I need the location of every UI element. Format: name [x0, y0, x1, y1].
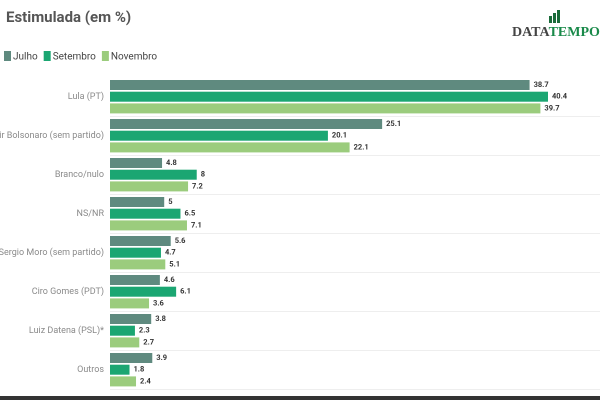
chart-title: Estimulada (em %): [6, 8, 131, 26]
bar: [110, 169, 197, 180]
value-label: 5: [168, 197, 172, 206]
bar: [110, 181, 189, 192]
logo-text: DATATEMPO: [512, 25, 600, 40]
value-label: 4.6: [164, 275, 175, 284]
logo-icon: [553, 13, 556, 23]
value-label: 2.7: [143, 337, 154, 346]
value-label: 5.1: [169, 259, 180, 268]
bar: [110, 325, 135, 336]
category-label: Ciro Gomes (PDT): [32, 286, 104, 297]
value-label: 3.9: [156, 353, 167, 362]
value-label: 7.2: [192, 181, 203, 190]
bottom-bar: [0, 396, 600, 400]
logo-icon: [557, 10, 560, 23]
value-label: 38.7: [534, 80, 549, 89]
bar: [110, 337, 140, 348]
bar: [110, 208, 181, 219]
value-label: 22.1: [354, 142, 369, 151]
value-label: 20.1: [332, 131, 347, 140]
logo-part: TEMPO: [549, 25, 600, 40]
category-label: NS/NR: [77, 209, 105, 219]
category-label: Luiz Datena (PSL)*: [29, 325, 104, 336]
value-label: 7.1: [191, 220, 202, 229]
value-label: 6.1: [180, 287, 191, 296]
category-label: Jair Bolsonaro (sem partido): [0, 130, 104, 141]
bar: [110, 197, 165, 207]
legend-swatch: [4, 51, 11, 61]
value-label: 5.6: [175, 236, 186, 245]
value-label: 6.5: [184, 209, 195, 218]
logo-icon: [549, 16, 552, 23]
legend-swatch: [43, 51, 51, 61]
bar: [110, 80, 530, 90]
bar: [110, 142, 350, 153]
value-label: 3.8: [155, 314, 166, 323]
bar: [110, 364, 130, 375]
bar: [110, 220, 187, 231]
value-label: 1.8: [134, 365, 145, 374]
bar: [110, 298, 150, 309]
legend-label: Julho: [13, 52, 38, 63]
value-label: 40.4: [552, 92, 568, 101]
bar: [110, 130, 328, 141]
value-label: 8: [201, 170, 205, 179]
value-label: 4.8: [166, 158, 177, 167]
value-label: 4.7: [165, 248, 176, 257]
bar: [110, 103, 541, 114]
bar: [110, 158, 163, 168]
bar: [110, 236, 171, 246]
bar: [110, 91, 548, 102]
logo-part: DATA: [512, 25, 550, 40]
value-label: 3.6: [153, 298, 164, 307]
bar: [110, 119, 383, 129]
value-label: 2.4: [140, 376, 151, 385]
legend-label: Novembro: [111, 52, 158, 63]
bar: [110, 275, 160, 285]
logo: DATATEMPO: [512, 10, 600, 40]
category-label: Sergio Moro (sem partido): [0, 247, 104, 258]
bar: [110, 286, 177, 297]
category-label: Branco/nulo: [55, 170, 104, 180]
bar: [110, 376, 137, 387]
legend-swatch: [101, 51, 109, 61]
bar: [110, 259, 166, 270]
bar: [110, 247, 161, 258]
value-label: 2.3: [139, 326, 150, 335]
legend-label: Setembro: [53, 52, 96, 63]
category-label: Lula (PT): [68, 91, 104, 102]
bar: [110, 353, 153, 363]
bar: [110, 314, 152, 324]
value-label: 39.7: [544, 103, 559, 112]
category-label: Outros: [77, 365, 104, 375]
value-label: 25.1: [386, 119, 401, 128]
